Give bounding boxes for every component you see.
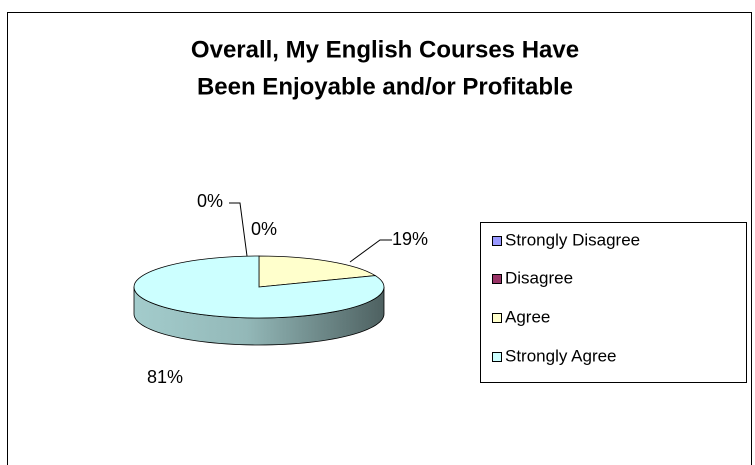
pie-slice: [258, 255, 377, 288]
leader-line: [229, 202, 248, 257]
legend-label: Strongly Agree: [505, 346, 617, 365]
data-label: 0%: [197, 191, 223, 211]
chart-title: Overall, My English Courses Have: [191, 36, 579, 63]
data-label: 0%: [251, 219, 277, 239]
pie-slice: [133, 255, 385, 319]
chart-title: Been Enjoyable and/or Profitable: [197, 73, 573, 100]
data-label: 19%: [392, 229, 428, 249]
legend-box: [480, 222, 747, 383]
data-label: 81%: [147, 367, 183, 387]
legend-swatch: [492, 274, 502, 284]
legend-swatch: [492, 352, 502, 362]
pie-tops: [133, 255, 385, 319]
legend-label: Strongly Disagree: [505, 230, 640, 249]
legend-swatch: [492, 236, 502, 246]
legend-label: Disagree: [505, 268, 573, 287]
legend-label: Agree: [505, 307, 550, 326]
leader-line: [349, 239, 392, 263]
pie: [133, 255, 385, 346]
legend-swatch: [492, 313, 502, 323]
